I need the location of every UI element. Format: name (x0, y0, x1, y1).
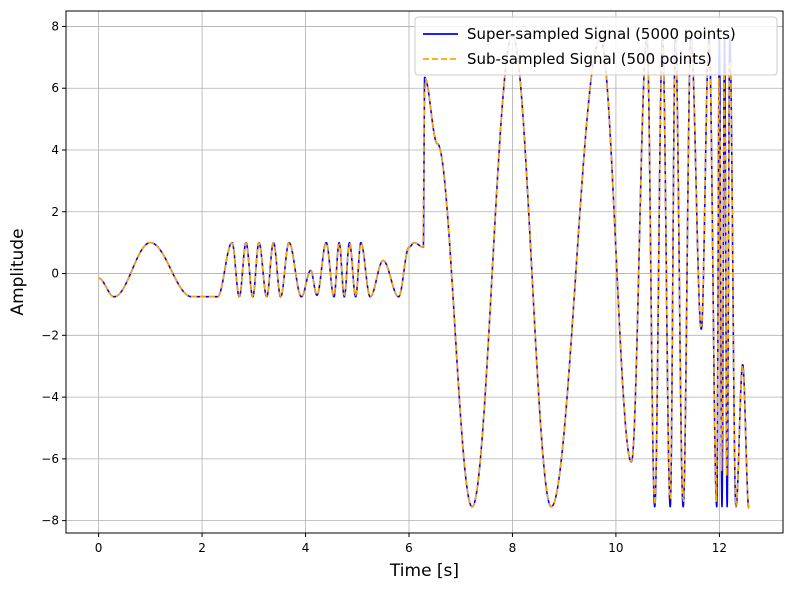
x-tick-label: 10 (608, 541, 623, 555)
x-tick-label: 6 (405, 541, 413, 555)
x-tick-label: 12 (712, 541, 727, 555)
legend-box (414, 16, 778, 76)
y-tick-label: −8 (41, 514, 59, 528)
y-tick-label: −6 (41, 452, 59, 466)
y-axis-label: Amplitude (8, 228, 28, 315)
x-tick-label: 2 (198, 541, 206, 555)
x-tick-label: 0 (95, 541, 103, 555)
y-tick-label: −2 (41, 328, 59, 342)
y-axis-ticks: −8 −6 −4 −2 0 2 4 6 8 (41, 19, 66, 528)
legend: Super-sampled Signal (5000 points) Sub-sa… (414, 16, 778, 76)
y-tick-label: 2 (51, 205, 59, 219)
legend-label: Super-sampled Signal (5000 points) (467, 25, 736, 43)
y-tick-label: −4 (41, 390, 59, 404)
x-tick-label: 4 (302, 541, 310, 555)
plot-frame (65, 10, 784, 534)
y-tick-label: 8 (51, 19, 59, 33)
x-axis-ticks: 0 2 4 6 8 10 12 (95, 533, 727, 555)
x-axis-label: Time [s] (389, 561, 459, 581)
series-lines (97, 34, 750, 509)
y-tick-label: 0 (51, 267, 59, 281)
legend-label: Sub-sampled Signal (500 points) (467, 50, 712, 68)
x-tick-label: 8 (509, 541, 517, 555)
y-tick-label: 6 (51, 81, 59, 95)
y-tick-label: 4 (51, 143, 59, 157)
